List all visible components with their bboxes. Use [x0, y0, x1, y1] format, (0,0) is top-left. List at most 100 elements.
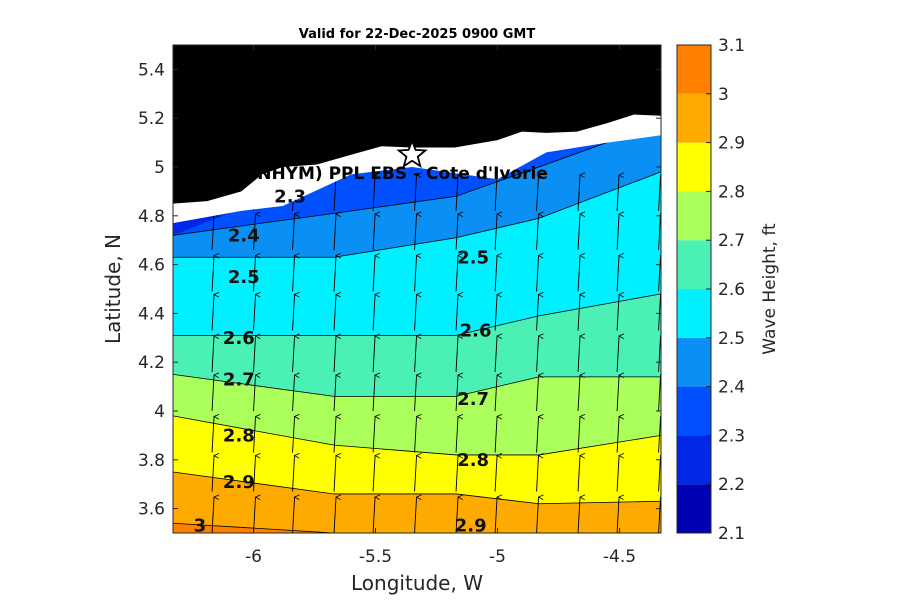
- wave-vector-arrow: [372, 413, 381, 453]
- wave-vector-arrow: [292, 372, 300, 412]
- station-marker: (ONHYM) PPL EBS - Cote d'Ivorie: [235, 138, 548, 184]
- wave-vector-arrow: [455, 211, 464, 250]
- colorbar-tick-label: 2.8: [718, 182, 745, 202]
- wave-vector-arrow: [455, 494, 464, 533]
- wave-vector-arrow: [372, 172, 381, 211]
- wave-vector-arrow: [333, 494, 342, 533]
- wave-vector-arrow: [414, 413, 422, 453]
- x-tick-label: -5.5: [359, 547, 392, 567]
- wave-vector-arrow: [372, 211, 381, 250]
- x-axis-ticks: -6 -5.5 -5 -4.5: [245, 45, 636, 567]
- colorbar-tick-label: 2.5: [718, 329, 745, 349]
- wave-vector-arrow: [658, 494, 661, 533]
- wave-vector-arrow: [494, 333, 503, 372]
- wave-vector-arrow: [494, 494, 503, 533]
- wave-vector-arrow: [658, 372, 661, 412]
- colorbar-swatch: [677, 386, 711, 436]
- wave-vector-arrow: [577, 494, 586, 533]
- y-tick-label: 4.4: [138, 304, 165, 324]
- wave-vector-arrow: [333, 333, 342, 372]
- wave-vector-arrow: [536, 372, 544, 412]
- wave-vector-arrow: [292, 333, 300, 372]
- wave-vector-arrow: [658, 211, 661, 250]
- x-tick-label: -4.5: [603, 547, 636, 567]
- colorbar-tick-label: 2.3: [718, 426, 745, 446]
- y-tick-label: 4.6: [138, 256, 165, 276]
- y-tick-label: 4: [154, 402, 165, 422]
- wave-vector-arrow: [577, 413, 586, 453]
- colorbar-tick-label: 3.1: [718, 36, 745, 56]
- y-tick-label: 3.6: [138, 500, 165, 520]
- wave-vector-arrow: [211, 252, 220, 292]
- wave-vector-arrow: [455, 372, 464, 412]
- wave-vector-arrow: [253, 372, 261, 412]
- wave-vector-arrow: [292, 453, 300, 492]
- wave-vector-arrow: [414, 291, 422, 331]
- wave-vector-arrow: [616, 333, 625, 372]
- colorbar-swatch: [677, 435, 711, 485]
- wave-vector-arrow: [414, 494, 422, 533]
- colorbar-tick-label: 2.6: [718, 280, 745, 300]
- wave-vector-arrow: [577, 291, 586, 331]
- contour-label: 2.6: [460, 320, 492, 341]
- wave-vector-arrow: [577, 333, 586, 372]
- y-tick-label: 4.8: [138, 207, 165, 227]
- wave-vector-arrow: [292, 494, 300, 533]
- wave-vector-arrow: [536, 252, 544, 292]
- colorbar-tick-label: 2.9: [718, 134, 745, 154]
- wave-vector-arrow: [658, 291, 661, 331]
- wave-vector-arrow: [333, 453, 342, 492]
- wave-vector-arrow: [333, 413, 342, 453]
- wave-vector-arrow: [616, 413, 625, 453]
- x-tick-label: -5: [489, 547, 506, 567]
- y-tick-label: 5.2: [138, 109, 165, 129]
- wave-vector-arrow: [536, 494, 544, 533]
- contour-label: 2.7: [457, 389, 489, 410]
- wave-vector-arrow: [211, 211, 220, 250]
- y-tick-label: 3.8: [138, 451, 165, 471]
- wave-vector-arrow: [577, 211, 586, 250]
- y-axis-ticks: 3.6 3.8 4 4.2 4.4 4.6 4.8 5 5.2 5.4: [138, 60, 661, 520]
- plot-frame: [172, 44, 662, 534]
- wave-vector-arrow: [616, 172, 625, 211]
- contour-band: [173, 523, 661, 533]
- wave-vector-arrow: [414, 372, 422, 412]
- contour-label: 3: [194, 516, 207, 537]
- wave-vector-arrow: [253, 413, 261, 453]
- contour-label: 2.5: [457, 247, 489, 268]
- wave-vector-arrow: [494, 453, 503, 492]
- colorbar-swatch: [677, 289, 711, 338]
- y-tick-label: 5.4: [138, 60, 165, 80]
- wave-vector-arrow: [211, 494, 220, 533]
- contour-label: 2.6: [223, 328, 255, 349]
- contour-line: [173, 522, 661, 533]
- wave-vector-arrow: [536, 211, 544, 250]
- colorbar: 2.1 2.2 2.3 2.4 2.5 2.6 2.7 2.8 2.9 3 3.1: [676, 36, 745, 544]
- wave-vector-arrow: [372, 453, 381, 492]
- wave-vector-arrow: [455, 333, 464, 372]
- wave-vector-arrow: [455, 252, 464, 292]
- contour-label: 2.8: [223, 425, 255, 446]
- y-tick-label: 4.2: [138, 353, 165, 373]
- wave-vector-arrow: [253, 453, 261, 492]
- wave-vector-arrow: [536, 453, 544, 492]
- wave-vector-arrow: [494, 291, 503, 331]
- wave-vector-arrow: [333, 211, 342, 250]
- wave-vector-arrow: [292, 211, 300, 250]
- wave-vector-arrow: [253, 252, 261, 292]
- wave-vector-arrow: [658, 413, 661, 453]
- wave-vector-arrow: [292, 413, 300, 453]
- wave-vector-arrow: [536, 333, 544, 372]
- wave-vector-arrow: [372, 291, 381, 331]
- wave-vector-arrow: [372, 494, 381, 533]
- colorbar-swatch: [677, 142, 711, 192]
- y-tick-label: 5: [154, 158, 165, 178]
- wave-vector-arrow: [253, 211, 261, 250]
- colorbar-swatch: [677, 484, 711, 533]
- wave-vector-arrow: [333, 252, 342, 292]
- wave-vector-arrow: [494, 211, 503, 250]
- station-star-icon: [396, 138, 428, 169]
- colorbar-swatch: [677, 93, 711, 143]
- contour-line: [173, 122, 661, 236]
- wave-vector-arrow: [455, 172, 464, 211]
